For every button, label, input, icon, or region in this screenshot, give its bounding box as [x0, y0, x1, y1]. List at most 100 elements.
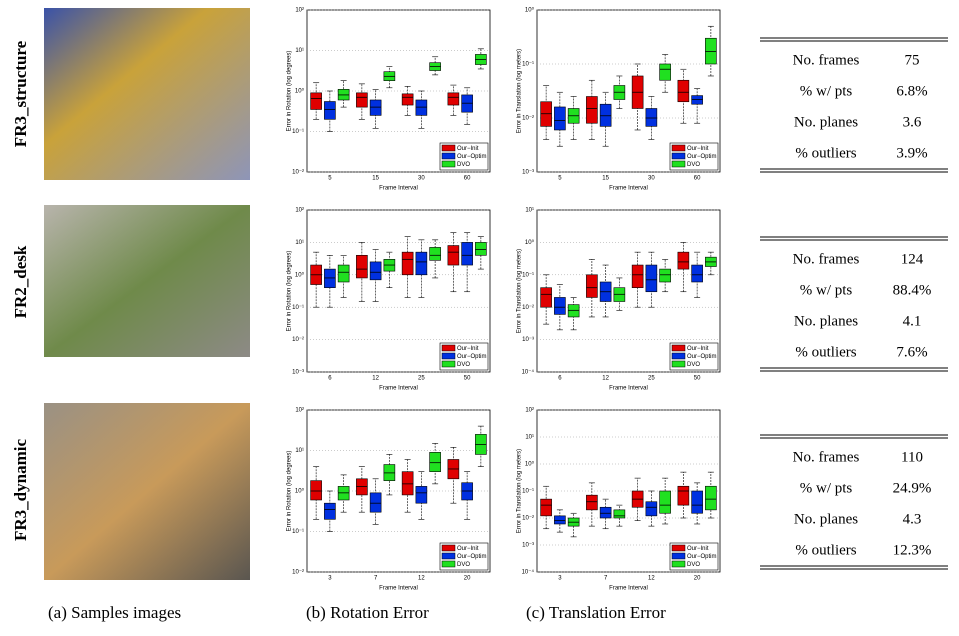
legend-swatch	[442, 161, 455, 167]
y-tick-label: 10⁻¹	[522, 272, 534, 278]
table-cell: No. planes	[794, 114, 858, 130]
box	[311, 93, 322, 110]
y-tick-label: 10⁻³	[292, 370, 304, 376]
y-tick-label: 10⁻²	[292, 570, 304, 576]
x-tick-label: 50	[464, 376, 471, 382]
y-tick-label: 10¹	[525, 435, 534, 441]
box	[541, 288, 552, 308]
x-tick-label: 20	[464, 576, 471, 582]
box	[338, 265, 349, 282]
box	[632, 265, 643, 288]
x-tick-label: 12	[648, 576, 655, 582]
x-tick-label: 5	[328, 176, 332, 182]
legend-swatch	[442, 561, 455, 567]
box	[416, 252, 427, 275]
table-cell: 75	[905, 52, 920, 68]
legend-label: Our−Init	[687, 546, 709, 552]
caption: (c) Translation Error	[526, 603, 666, 622]
y-tick-label: 10¹	[295, 48, 304, 54]
y-tick-label: 10⁰	[525, 7, 535, 14]
y-tick-label: 10²	[295, 408, 304, 414]
box	[370, 493, 381, 512]
y-tick-label: 10⁰	[525, 461, 535, 468]
y-tick-label: 10²	[525, 408, 534, 414]
x-tick-label: 30	[418, 176, 425, 182]
box	[402, 252, 413, 275]
legend-swatch	[442, 553, 455, 559]
y-tick-label: 10¹	[295, 448, 304, 454]
box	[554, 516, 565, 524]
y-axis-label: Error in Translation (log meters)	[517, 449, 523, 533]
x-tick-label: 30	[648, 176, 655, 182]
x-axis-label: Frame Interval	[379, 186, 418, 192]
legend-swatch	[672, 161, 685, 167]
legend-swatch	[442, 353, 455, 359]
table-cell: % outliers	[795, 145, 856, 161]
x-tick-label: 50	[694, 376, 701, 382]
x-tick-label: 12	[418, 576, 425, 582]
y-tick-label: 10⁻⁴	[522, 369, 535, 376]
y-tick-label: 10⁻⁴	[522, 569, 535, 576]
box	[554, 107, 565, 130]
table-cell: % w/ pts	[800, 83, 853, 99]
x-tick-label: 15	[602, 176, 609, 182]
y-tick-label: 10⁻³	[522, 170, 534, 176]
x-tick-label: 12	[372, 376, 379, 382]
box	[646, 265, 657, 292]
y-tick-label: 10⁻²	[292, 337, 304, 343]
box	[660, 491, 671, 513]
legend-label: DVO	[457, 362, 470, 368]
x-tick-label: 15	[372, 176, 379, 182]
box	[356, 255, 367, 278]
box	[586, 275, 597, 298]
table-cell: % outliers	[795, 542, 856, 558]
legend-label: Our−Init	[687, 346, 709, 352]
y-tick-label: 10¹	[295, 240, 304, 246]
legend-swatch	[672, 153, 685, 159]
box	[705, 38, 716, 64]
y-axis-label: Error in Translation (log meters)	[517, 49, 523, 133]
y-tick-label: 10⁻³	[522, 543, 534, 549]
y-tick-label: 10⁰	[295, 488, 305, 495]
box	[600, 104, 611, 126]
box	[416, 486, 427, 503]
legend-swatch	[672, 545, 685, 551]
table-cell: % w/ pts	[800, 480, 853, 496]
sample-image	[44, 8, 250, 180]
x-axis-label: Frame Interval	[609, 386, 648, 392]
x-tick-label: 6	[558, 376, 562, 382]
box	[402, 472, 413, 495]
legend-label: Our−Init	[457, 546, 479, 552]
box	[416, 100, 427, 115]
caption: (b) Rotation Error	[306, 603, 429, 622]
box	[402, 94, 413, 105]
box	[692, 491, 703, 513]
row-label: FR3_dynamic	[11, 439, 30, 541]
legend-swatch	[672, 553, 685, 559]
x-tick-label: 60	[694, 176, 701, 182]
legend-label: Our−Optim	[457, 554, 487, 560]
legend-label: Our−Init	[457, 146, 479, 152]
legend-swatch	[442, 545, 455, 551]
table-cell: 4.3	[903, 511, 922, 527]
x-tick-label: 5	[558, 176, 562, 182]
y-tick-label: 10⁻¹	[292, 529, 304, 535]
y-tick-label: 10²	[295, 8, 304, 14]
legend-swatch	[442, 145, 455, 151]
box	[614, 510, 625, 518]
x-tick-label: 6	[328, 376, 332, 382]
table-cell: 3.9%	[896, 145, 927, 161]
row-label: FR3_structure	[11, 40, 30, 147]
y-tick-label: 10⁰	[295, 88, 305, 95]
box	[692, 265, 703, 282]
y-axis-label: Error in Translation (log meters)	[517, 249, 523, 333]
table-cell: 88.4%	[893, 282, 932, 298]
x-axis-label: Frame Interval	[379, 386, 418, 392]
box	[568, 305, 579, 317]
x-tick-label: 20	[694, 576, 701, 582]
x-tick-label: 3	[328, 576, 332, 582]
box	[586, 495, 597, 510]
table-cell: 3.6	[903, 114, 922, 130]
box	[448, 93, 459, 105]
x-tick-label: 25	[418, 376, 425, 382]
